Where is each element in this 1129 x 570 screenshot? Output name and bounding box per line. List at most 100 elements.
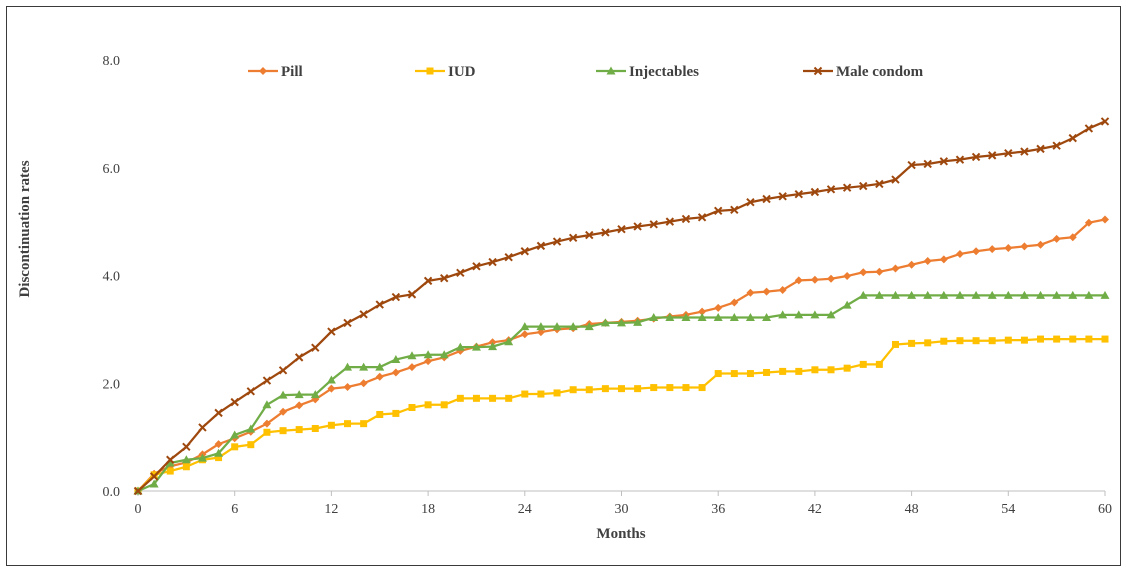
data-point-iud xyxy=(843,364,851,372)
y-tick-label: 2.0 xyxy=(103,377,121,392)
data-point-male-condom xyxy=(359,310,368,319)
data-point-male-condom xyxy=(1084,124,1094,133)
data-point-pill xyxy=(520,330,529,339)
data-point-injectables xyxy=(1019,290,1029,299)
data-point-male-condom xyxy=(423,276,433,286)
series-pill xyxy=(134,215,1109,495)
data-point-injectables xyxy=(697,313,707,322)
data-point-iud xyxy=(811,366,819,374)
series-injectables xyxy=(133,290,1110,495)
data-point-iud xyxy=(795,367,803,375)
data-point-iud xyxy=(908,339,916,347)
data-point-male-condom xyxy=(746,198,755,207)
data-point-iud xyxy=(682,384,690,392)
data-point-injectables xyxy=(633,317,643,326)
data-point-male-condom xyxy=(1068,133,1077,143)
data-point-iud xyxy=(424,401,432,409)
data-point-male-condom xyxy=(875,179,884,189)
data-point-injectables xyxy=(197,453,207,462)
legend-entry-male-condom: Male condom xyxy=(803,64,924,80)
data-point-injectables xyxy=(423,350,433,359)
data-point-iud xyxy=(1020,336,1028,344)
data-point-iud xyxy=(1037,335,1045,343)
data-point-pill xyxy=(1068,233,1077,242)
data-point-male-condom xyxy=(182,442,191,452)
data-point-male-condom xyxy=(665,217,675,226)
data-point-male-condom xyxy=(617,224,626,234)
data-point-iud xyxy=(295,426,303,434)
data-point-male-condom xyxy=(987,151,997,160)
data-point-male-condom xyxy=(633,222,642,231)
data-point-iud xyxy=(1004,336,1012,344)
data-point-pill xyxy=(391,368,400,377)
data-point-male-condom xyxy=(536,241,546,251)
data-point-pill xyxy=(972,247,981,256)
data-point-pill xyxy=(714,303,723,312)
data-point-male-condom xyxy=(681,214,691,224)
data-point-iud xyxy=(763,368,771,376)
data-point-male-condom xyxy=(971,152,981,162)
data-point-pill xyxy=(730,298,739,307)
y-tick-label: 6.0 xyxy=(103,162,121,177)
data-point-male-condom xyxy=(955,155,965,164)
data-point-injectables xyxy=(713,313,723,322)
data-point-male-condom xyxy=(649,220,658,229)
data-point-iud xyxy=(650,384,658,392)
legend-marker-pill xyxy=(259,67,267,75)
data-point-male-condom xyxy=(133,486,143,496)
data-point-pill xyxy=(891,264,900,273)
data-point-pill xyxy=(859,268,868,277)
data-point-pill xyxy=(1084,218,1093,227)
data-point-iud xyxy=(698,384,706,392)
legend-entry-iud: IUD xyxy=(415,64,476,80)
data-point-injectables xyxy=(294,390,304,399)
data-point-pill xyxy=(907,260,916,269)
data-point-male-condom xyxy=(278,366,288,375)
data-point-injectables xyxy=(729,313,739,322)
data-point-injectables xyxy=(262,400,272,409)
data-point-injectables xyxy=(343,362,353,371)
data-point-male-condom xyxy=(1004,148,1013,158)
data-point-male-condom xyxy=(713,206,723,216)
data-point-injectables xyxy=(391,355,401,364)
legend-label-male-condom: Male condom xyxy=(836,64,924,80)
data-point-male-condom xyxy=(343,318,352,328)
data-point-pill xyxy=(279,407,288,416)
x-tick-label: 24 xyxy=(518,502,532,517)
data-point-injectables xyxy=(1068,290,1078,299)
data-point-iud xyxy=(489,394,497,402)
data-point-male-condom xyxy=(778,192,787,201)
data-point-pill xyxy=(1004,244,1013,253)
data-point-pill xyxy=(375,372,384,381)
x-tick-label: 30 xyxy=(615,502,629,517)
data-point-male-condom xyxy=(730,205,739,214)
data-point-injectables xyxy=(810,310,820,319)
data-point-pill xyxy=(295,401,304,410)
data-point-iud xyxy=(1069,335,1077,343)
legend-label-pill: Pill xyxy=(281,64,303,80)
data-point-male-condom xyxy=(294,353,304,362)
data-point-male-condom xyxy=(585,230,594,240)
data-point-iud xyxy=(553,389,561,397)
data-point-injectables xyxy=(794,310,804,319)
data-point-iud xyxy=(956,337,964,345)
data-point-injectables xyxy=(858,290,868,299)
data-point-pill xyxy=(262,419,271,428)
data-point-injectables xyxy=(826,310,836,319)
data-point-injectables xyxy=(874,290,884,299)
data-point-iud xyxy=(311,425,319,433)
data-point-male-condom xyxy=(246,387,256,396)
legend-marker-male-condom xyxy=(813,66,823,76)
data-point-injectables xyxy=(617,318,626,327)
data-point-male-condom xyxy=(1036,144,1045,154)
data-point-pill xyxy=(923,256,932,265)
data-point-iud xyxy=(279,427,287,435)
data-point-iud xyxy=(746,370,754,378)
data-point-pill xyxy=(955,249,964,258)
data-point-male-condom xyxy=(939,157,949,166)
y-tick-label: 0.0 xyxy=(103,485,121,500)
data-point-injectables xyxy=(600,318,610,327)
data-point-iud xyxy=(505,394,513,402)
data-point-injectables xyxy=(1100,290,1110,299)
data-point-male-condom xyxy=(601,228,610,237)
